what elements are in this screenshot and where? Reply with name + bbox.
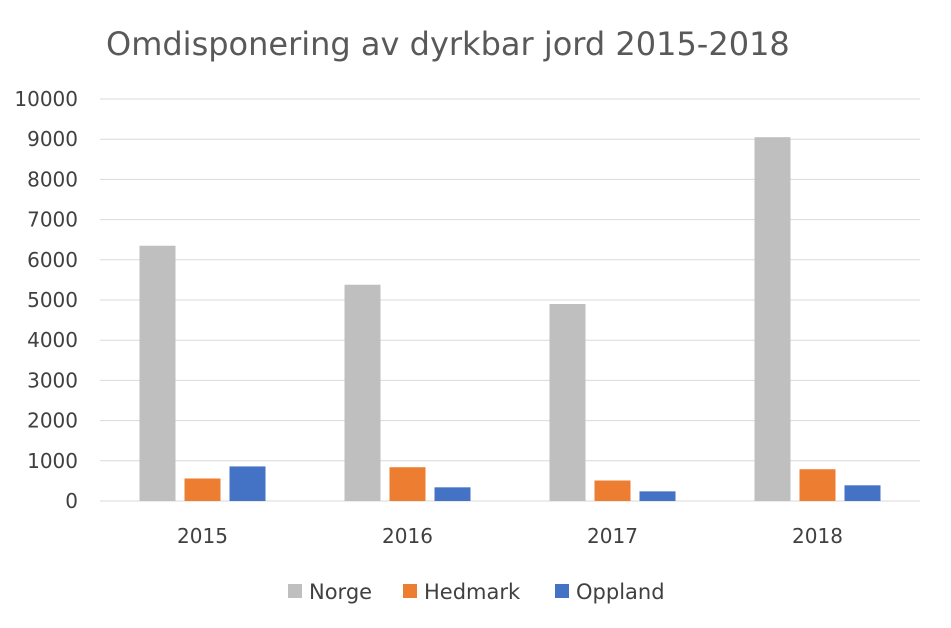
y-tick-label: 10000 <box>14 87 78 111</box>
bar-oppland-2018 <box>844 485 881 501</box>
y-tick-label: 9000 <box>27 127 78 151</box>
y-tick-label: 2000 <box>27 409 78 433</box>
y-tick-label: 1000 <box>27 449 78 473</box>
x-tick-label: 2015 <box>177 524 228 548</box>
bar-oppland-2017 <box>639 491 676 501</box>
chart-title: Omdisponering av dyrkbar jord 2015-2018 <box>106 25 790 63</box>
y-tick-label: 7000 <box>27 208 78 232</box>
bar-oppland-2015 <box>229 466 266 501</box>
y-tick-label: 6000 <box>27 248 78 272</box>
bar-norge-2016 <box>344 284 381 501</box>
x-tick-label: 2018 <box>792 524 843 548</box>
y-tick-label: 0 <box>65 489 78 513</box>
legend-label-hedmark: Hedmark <box>424 580 521 604</box>
legend-label-norge: Norge <box>309 580 372 604</box>
y-tick-label: 3000 <box>27 368 78 392</box>
legend-swatch-norge <box>288 584 302 598</box>
legend-label-oppland: Oppland <box>576 580 665 604</box>
bar-hedmark-2015 <box>184 478 221 501</box>
bar-norge-2015 <box>139 245 176 501</box>
legend-swatch-oppland <box>555 584 569 598</box>
x-tick-label: 2016 <box>382 524 433 548</box>
bar-hedmark-2017 <box>594 480 631 501</box>
x-tick-label: 2017 <box>587 524 638 548</box>
bar-hedmark-2018 <box>799 469 836 501</box>
legend: Norge Hedmark Oppland <box>288 580 665 604</box>
bars <box>139 137 881 501</box>
bar-hedmark-2016 <box>389 467 426 501</box>
y-axis-ticks: 0 1000 2000 3000 4000 5000 6000 7000 8000 9000 100… <box>14 87 78 513</box>
legend-swatch-hedmark <box>403 584 417 598</box>
x-axis-ticks: 2015 2016 2017 2018 <box>177 524 843 548</box>
bar-oppland-2016 <box>434 487 471 501</box>
bar-norge-2018 <box>754 137 791 501</box>
y-tick-label: 8000 <box>27 167 78 191</box>
y-tick-label: 4000 <box>27 328 78 352</box>
y-tick-label: 5000 <box>27 288 78 312</box>
bar-norge-2017 <box>549 304 586 501</box>
gridlines <box>100 98 920 502</box>
